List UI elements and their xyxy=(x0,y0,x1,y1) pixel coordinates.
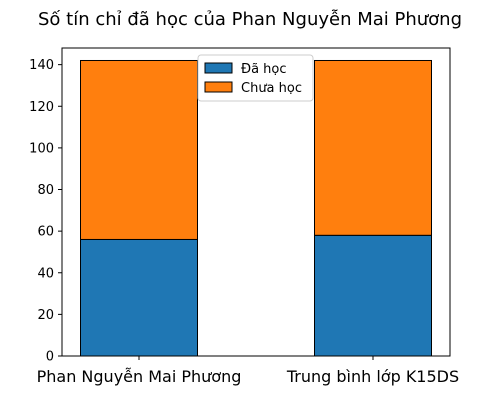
bar-segment xyxy=(314,59,432,236)
y-axis: 0 20 40 60 80 100 120 140 xyxy=(29,58,62,365)
x-category-label: Trung bình lớp K15DS xyxy=(286,367,459,386)
y-tick-label: 0 xyxy=(46,350,54,365)
y-tick-label: 140 xyxy=(29,58,54,73)
x-axis: Phan Nguyễn Mai Phương Trung bình lớp K15… xyxy=(37,356,459,386)
bar-segment xyxy=(80,59,198,240)
bars-layer xyxy=(80,59,432,357)
legend: Đã học Chưa học xyxy=(197,54,314,102)
y-tick-label: 120 xyxy=(29,100,54,115)
chart-title: Số tín chỉ đã học của Phan Nguyễn Mai Ph… xyxy=(38,9,462,30)
plot-frame xyxy=(61,47,451,357)
legend-swatch xyxy=(204,62,233,74)
y-tick-label: 80 xyxy=(37,183,54,198)
x-category-label: Phan Nguyễn Mai Phương xyxy=(37,367,242,386)
bar-segment xyxy=(80,238,198,357)
y-tick-label: 20 xyxy=(37,308,54,323)
legend-label: Chưa học xyxy=(241,81,302,96)
y-tick-label: 100 xyxy=(29,141,54,156)
y-tick-label: 40 xyxy=(37,266,54,281)
legend-swatch xyxy=(204,81,233,93)
legend-label: Đã học xyxy=(241,62,287,77)
bar-segment xyxy=(314,234,432,357)
y-tick-label: 60 xyxy=(37,225,54,240)
